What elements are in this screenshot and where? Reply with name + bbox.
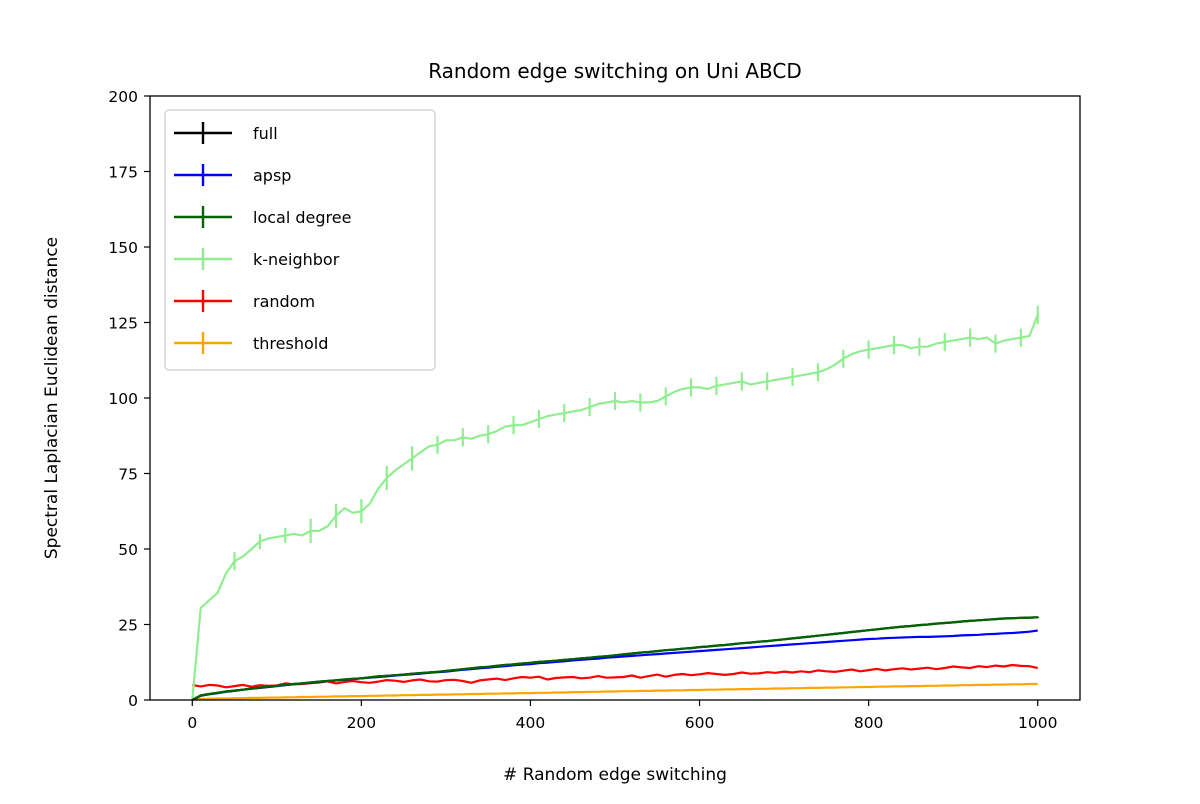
x-axis-ticks: 0 200 400 600 800 1000: [187, 700, 1057, 732]
legend-item-random: random: [174, 290, 315, 312]
y-tick-label: 175: [108, 164, 138, 182]
y-tick-label: 150: [108, 239, 138, 257]
y-tick-label: 25: [118, 617, 138, 635]
series-layer: [191, 305, 1039, 701]
y-tick-label: 50: [118, 541, 138, 559]
legend-label: apsp: [253, 166, 291, 185]
legend-label: random: [253, 292, 315, 311]
x-tick-label: 200: [347, 714, 377, 732]
x-tick-label: 600: [685, 714, 715, 732]
series-local-degree: [191, 616, 1038, 701]
legend-label: k-neighbor: [253, 250, 340, 269]
legend-item-apsp: apsp: [174, 164, 291, 186]
legend-item-threshold: threshold: [174, 332, 328, 354]
y-tick-label: 0: [128, 692, 138, 710]
y-axis-ticks: 0 25 50 75 100 125 150 175 200: [108, 88, 150, 710]
y-tick-label: 75: [118, 466, 138, 484]
legend: full apsp local degree k-neighbor random thre…: [164, 109, 436, 371]
y-axis-label: Spectral Laplacian Euclidean distance: [42, 237, 62, 559]
x-tick-label: 1000: [1018, 714, 1057, 732]
legend-item-k-neighbor: k-neighbor: [174, 248, 340, 270]
legend-item-full: full: [174, 122, 278, 144]
series-line-random: [192, 663, 1038, 689]
series-line-threshold: [192, 682, 1038, 701]
series-random: [192, 663, 1038, 689]
y-tick-label: 200: [108, 88, 138, 106]
plot-frame: [149, 95, 1081, 701]
legend-label: local degree: [253, 208, 351, 227]
y-tick-label: 100: [108, 390, 138, 408]
x-axis-label: # Random edge switching: [503, 765, 727, 785]
legend-box: [164, 109, 436, 371]
x-tick-label: 800: [854, 714, 884, 732]
series-threshold: [192, 682, 1038, 701]
x-tick-label: 400: [516, 714, 546, 732]
chart-title: Random edge switching on Uni ABCD: [428, 59, 802, 83]
legend-label: threshold: [253, 334, 328, 353]
series-k-neighbor: [191, 305, 1039, 701]
legend-label: full: [253, 124, 278, 143]
legend-item-local-degree: local degree: [174, 206, 351, 228]
y-tick-label: 125: [108, 315, 138, 333]
x-tick-label: 0: [187, 714, 197, 732]
series-line-local-degree: [191, 616, 1038, 701]
